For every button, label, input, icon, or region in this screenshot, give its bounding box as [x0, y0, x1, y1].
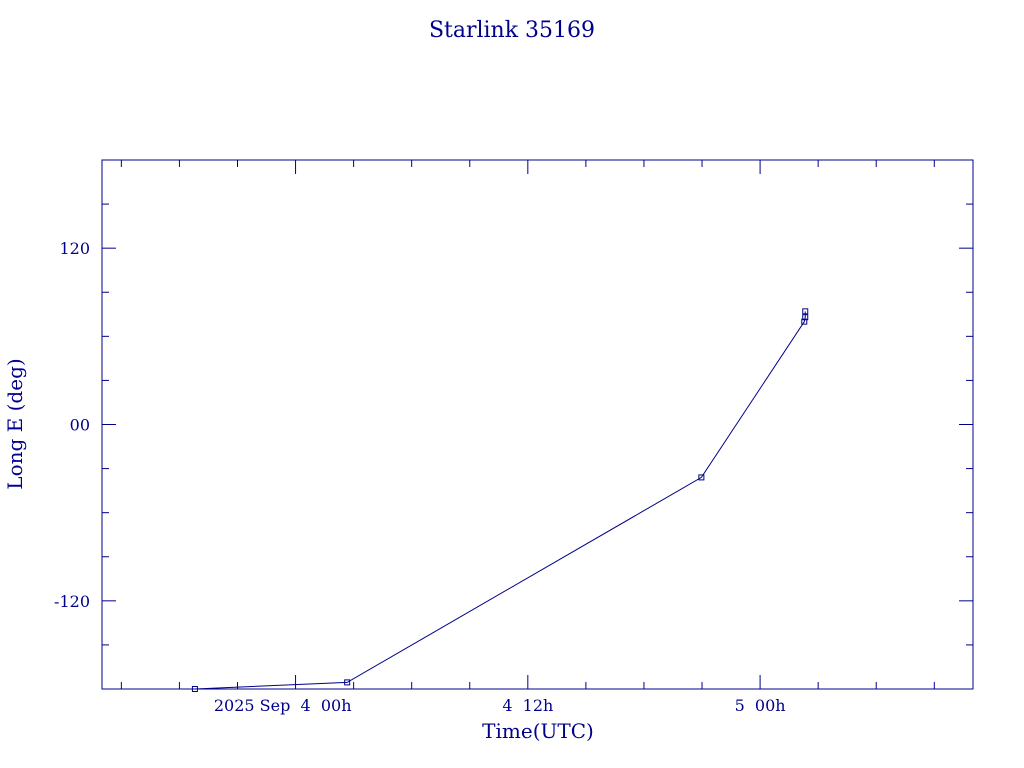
- data-point: [698, 474, 705, 481]
- x-tick-label: 4 12h: [502, 696, 553, 715]
- data-point: [802, 308, 809, 315]
- y-tick-label: 00: [70, 416, 90, 435]
- y-tick-label: -120: [54, 592, 90, 611]
- plot-frame: [101, 159, 974, 690]
- y-tick-label: 120: [59, 239, 90, 258]
- x-axis-ticks: [120, 160, 935, 689]
- y-axis-ticks: 120 00 -120: [54, 159, 973, 690]
- x-axis-label: Time(UTC): [482, 719, 594, 743]
- data-point: [802, 314, 809, 321]
- x-tick-label: 2025 Sep 4 00h: [214, 696, 352, 715]
- x-tick-label: 5 00h: [735, 696, 786, 715]
- x-axis-tick-labels: 2025 Sep 4 00h 4 12h 5 00h: [214, 696, 786, 715]
- series-group: [191, 308, 809, 692]
- y-axis-label: Long E (deg): [3, 358, 27, 489]
- chart-title: Starlink 35169: [429, 18, 595, 43]
- data-point: [344, 679, 351, 686]
- data-point: [191, 686, 198, 692]
- data-point: [801, 318, 808, 325]
- series-line: [194, 311, 806, 690]
